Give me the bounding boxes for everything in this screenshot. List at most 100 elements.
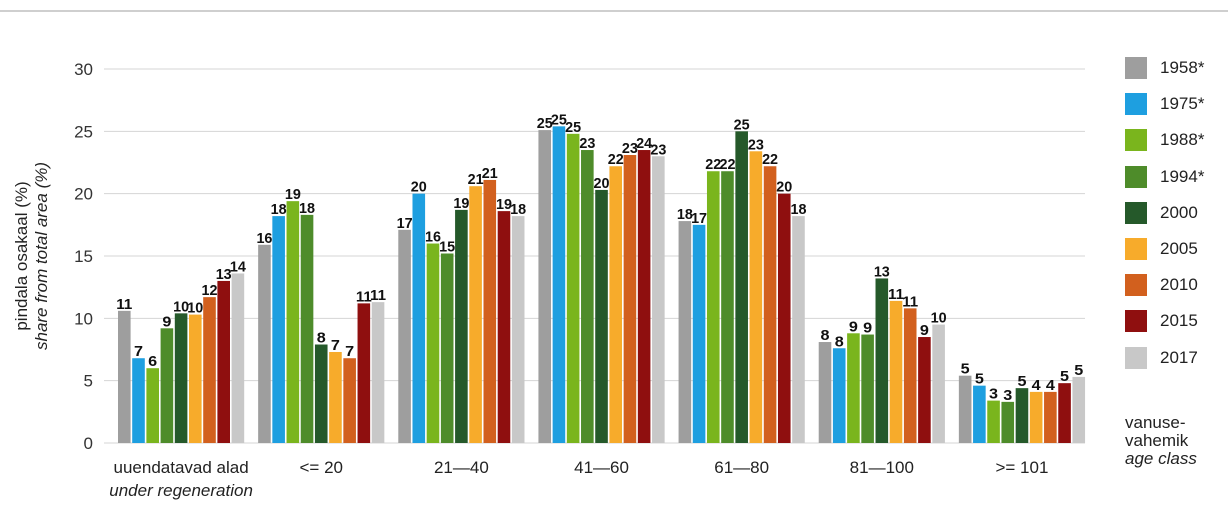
legend-swatch (1125, 346, 1147, 369)
bar (440, 253, 454, 443)
legend: 1958* 1975* 1988* 1994* 2000 2005 2010 2015 2017 (1125, 57, 1225, 383)
data-label: 5 (1017, 373, 1026, 390)
bar (146, 368, 159, 443)
bar (1029, 391, 1043, 443)
bar (1015, 388, 1029, 443)
bar (875, 278, 889, 443)
data-label: 6 (148, 353, 157, 370)
bar (623, 155, 637, 443)
legend-label: 1958* (1160, 58, 1205, 77)
legend-label: 2017 (1160, 347, 1198, 367)
data-label: 20 (776, 179, 792, 196)
data-label: 11 (888, 286, 904, 303)
legend-item: 2005 (1125, 237, 1225, 274)
y-tick-label: 0 (84, 434, 93, 453)
legend-caption-line-1: vanuse- (1125, 413, 1186, 432)
x-tick-label: 21—40 (434, 458, 489, 477)
data-label: 8 (821, 327, 830, 344)
data-label: 19 (285, 186, 301, 203)
bar (398, 229, 411, 443)
legend-item: 2010 (1125, 274, 1225, 310)
bar (203, 297, 216, 443)
y-tick-label: 25 (74, 122, 93, 141)
bar (286, 201, 300, 443)
bar (343, 358, 356, 443)
bar (1072, 376, 1086, 443)
data-label: 17 (397, 215, 413, 232)
bar (861, 334, 874, 443)
data-label: 15 (439, 239, 455, 256)
bar (987, 400, 1000, 443)
data-label: 7 (331, 337, 340, 354)
bar (231, 273, 245, 443)
legend-item: 1958* (1125, 57, 1225, 93)
legend-item: 2017 (1125, 346, 1225, 383)
bar (903, 308, 917, 443)
bar (566, 133, 580, 443)
legend-swatch (1125, 310, 1147, 333)
legend-item: 2015 (1125, 310, 1225, 346)
data-label: 9 (162, 313, 171, 330)
bar (329, 351, 342, 443)
bar (777, 193, 791, 443)
data-label: 9 (849, 318, 858, 335)
data-label: 14 (230, 258, 247, 275)
bar (692, 224, 706, 443)
bar (1044, 391, 1057, 443)
legend-swatch (1125, 129, 1147, 152)
y-tick-label: 15 (74, 247, 93, 266)
bar (763, 166, 777, 444)
legend-caption-english: age class (1125, 449, 1197, 468)
bar (217, 280, 230, 443)
bar (1058, 383, 1071, 443)
data-label: 18 (677, 206, 693, 223)
data-label: 10 (173, 298, 189, 315)
bar (132, 358, 145, 443)
data-label: 7 (345, 343, 354, 360)
data-label: 18 (790, 201, 806, 218)
bar (652, 156, 665, 443)
data-label: 9 (863, 320, 872, 337)
data-label: 23 (579, 135, 595, 152)
data-label: 11 (116, 296, 132, 313)
bar (832, 348, 846, 443)
legend-label: 2005 (1160, 238, 1198, 258)
data-label: 5 (961, 361, 970, 378)
data-label: 23 (748, 136, 764, 153)
data-label: 19 (453, 195, 469, 212)
bar (918, 337, 931, 443)
data-label: 22 (705, 156, 721, 173)
data-label: 4 (1046, 377, 1056, 394)
data-label: 25 (565, 119, 581, 136)
bar (706, 171, 720, 443)
data-label: 13 (216, 266, 232, 283)
bar (511, 216, 525, 443)
legend-swatch (1125, 237, 1147, 260)
data-label: 10 (931, 310, 947, 327)
data-label: 20 (411, 179, 427, 196)
legend-label: 2010 (1160, 275, 1198, 295)
data-label: 3 (1003, 387, 1012, 404)
bar (455, 209, 468, 443)
data-label: 23 (650, 141, 666, 158)
y-tick-label: 5 (84, 372, 93, 391)
y-tick-label: 10 (74, 309, 93, 328)
legend-label: 1994* (1160, 166, 1205, 186)
legend-swatch (1125, 274, 1147, 297)
data-label: 13 (874, 263, 890, 280)
data-label: 18 (510, 201, 526, 218)
data-label: 12 (202, 282, 218, 299)
legend-item: 2000 (1125, 201, 1225, 238)
bar (412, 193, 426, 443)
bar (749, 151, 763, 443)
bar (469, 186, 482, 444)
bar (300, 214, 314, 443)
bar (847, 333, 860, 443)
legend-label: 2000 (1160, 202, 1198, 222)
bar (581, 150, 594, 444)
data-label: 18 (271, 201, 287, 218)
legend-caption: vanuse- vahemik age class (1125, 414, 1197, 468)
data-label: 25 (537, 115, 553, 132)
legend-swatch (1125, 57, 1147, 79)
